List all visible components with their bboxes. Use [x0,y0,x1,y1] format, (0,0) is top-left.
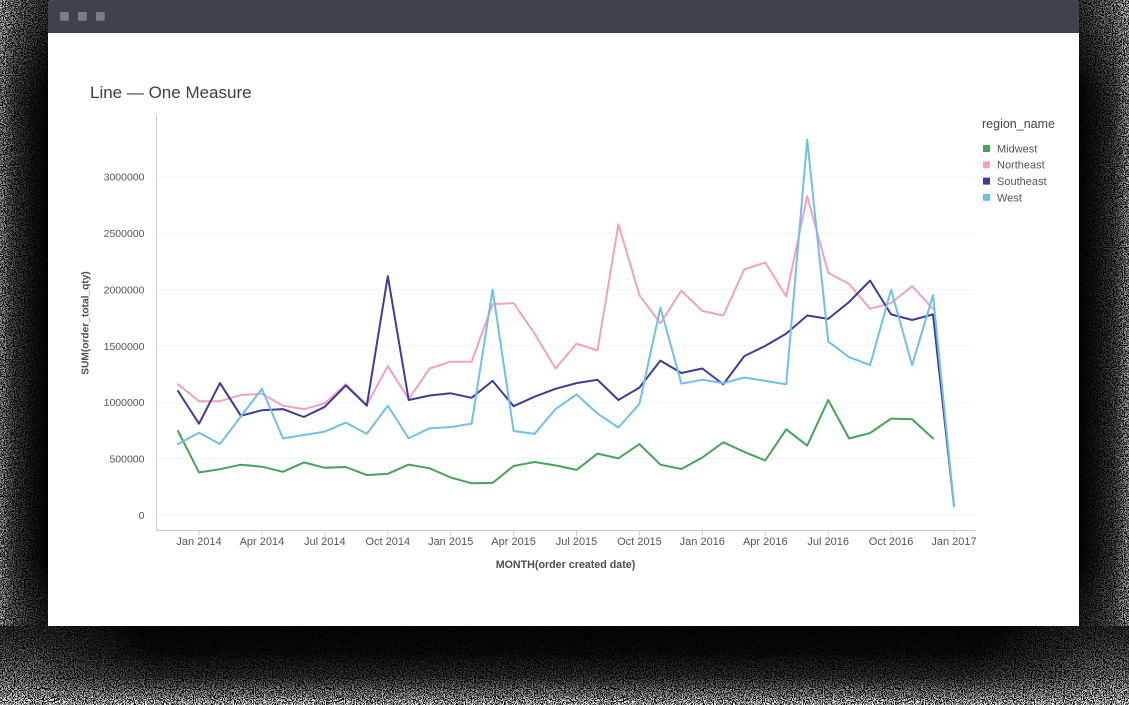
svg-text:Jul 2015: Jul 2015 [556,536,598,548]
svg-text:0: 0 [139,510,145,522]
svg-text:Jul 2016: Jul 2016 [807,536,849,548]
svg-text:Oct 2015: Oct 2015 [617,536,662,548]
svg-text:Oct 2014: Oct 2014 [365,536,410,548]
svg-text:Jan 2017: Jan 2017 [931,536,976,548]
svg-text:Apr 2014: Apr 2014 [240,536,285,548]
svg-text:region_name: region_name [982,117,1055,131]
svg-text:Apr 2016: Apr 2016 [743,536,788,548]
svg-text:Jan 2014: Jan 2014 [176,536,221,548]
svg-text:Line — One Measure: Line — One Measure [90,83,252,102]
svg-text:Jul 2014: Jul 2014 [304,536,346,548]
svg-text:SUM(order_total_qty): SUM(order_total_qty) [81,271,92,375]
svg-text:500000: 500000 [109,453,144,465]
svg-text:1000000: 1000000 [104,397,145,409]
svg-text:Apr 2015: Apr 2015 [491,536,536,548]
svg-text:Midwest: Midwest [997,143,1037,155]
svg-text:3000000: 3000000 [104,172,145,184]
svg-text:West: West [997,192,1022,204]
svg-text:2500000: 2500000 [104,228,145,240]
svg-text:Oct 2016: Oct 2016 [869,536,914,548]
svg-text:MONTH(order created date): MONTH(order created date) [496,559,636,571]
svg-text:Southeast: Southeast [997,176,1047,188]
svg-text:Jan 2016: Jan 2016 [680,536,725,548]
svg-text:1500000: 1500000 [104,341,145,353]
svg-text:2000000: 2000000 [104,284,145,296]
svg-text:Northeast: Northeast [997,160,1045,172]
svg-text:Jan 2015: Jan 2015 [428,536,473,548]
